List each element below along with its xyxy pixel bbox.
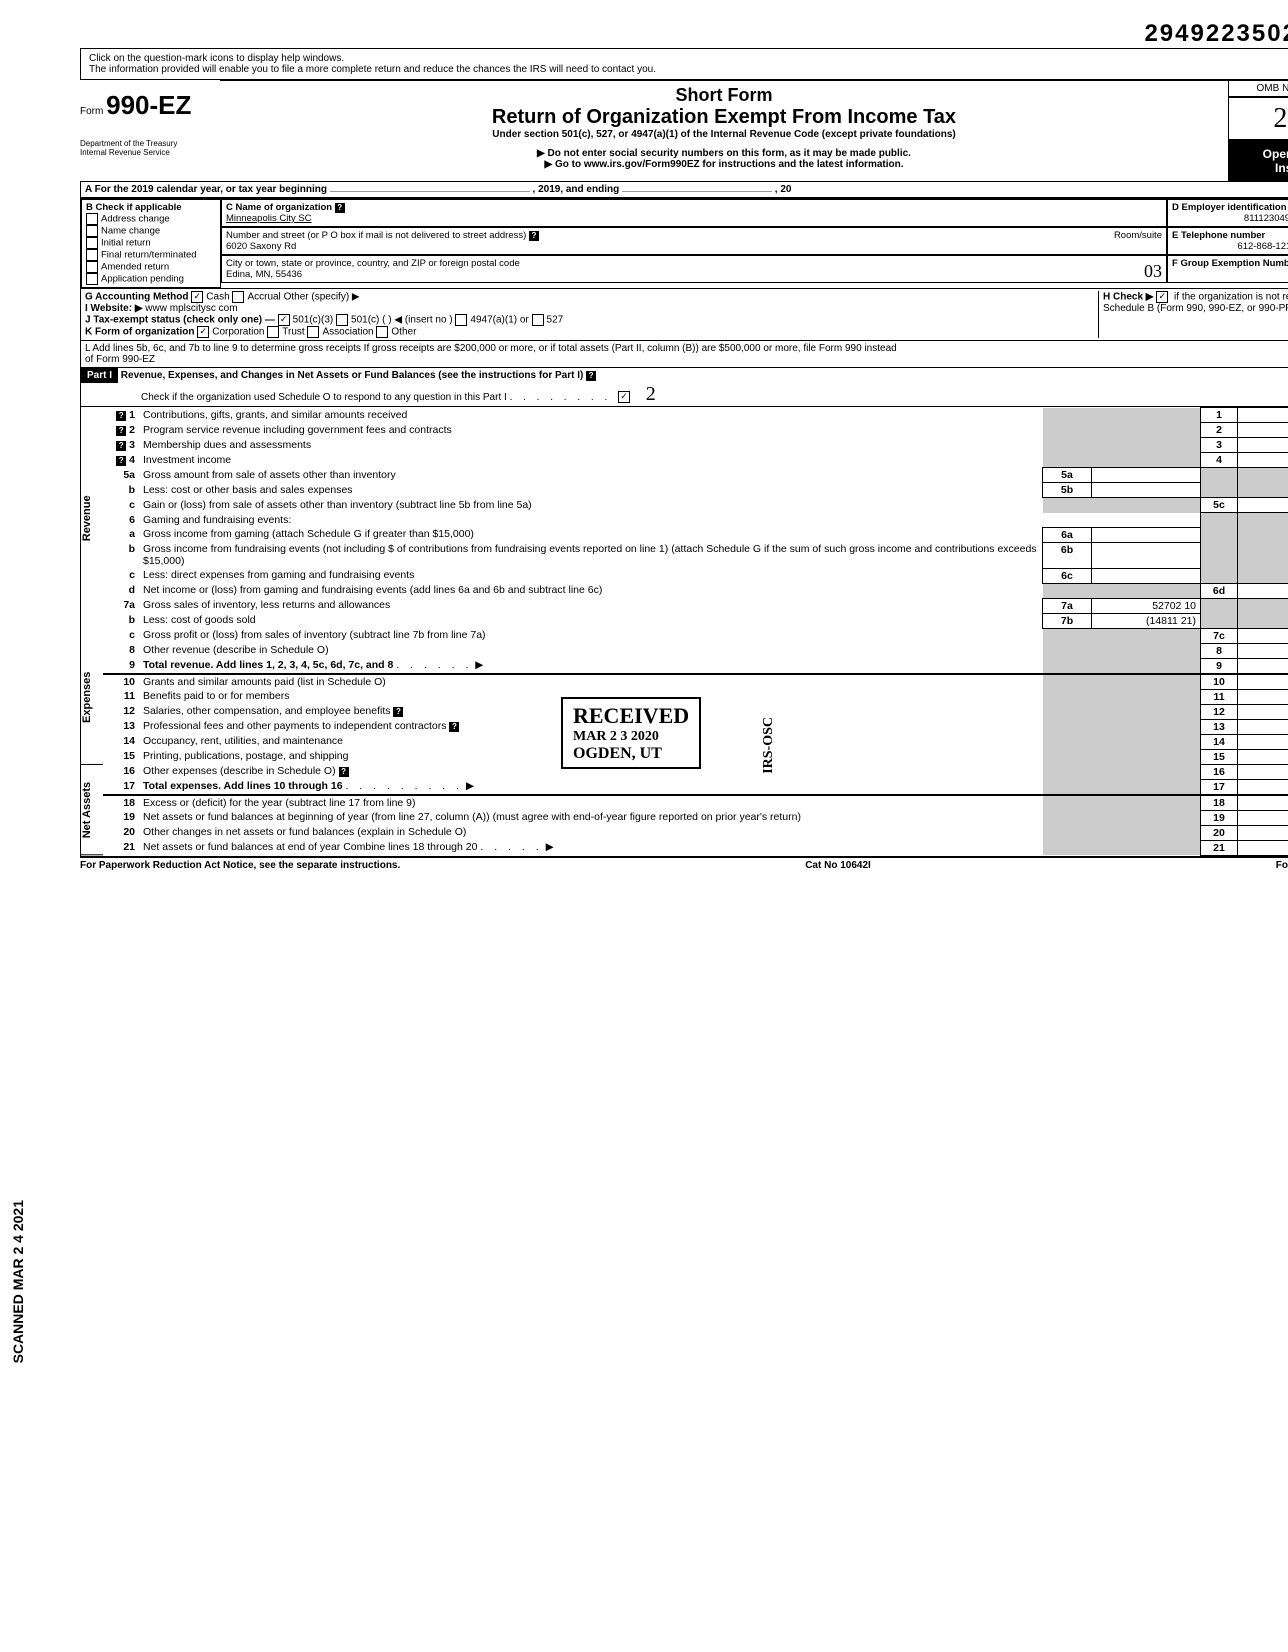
stamp-date: MAR 2 3 2020 <box>573 729 689 745</box>
help-icon[interactable]: ? <box>393 707 403 717</box>
chk-final-return[interactable] <box>86 249 98 261</box>
addr-value: 6020 Saxony Rd <box>226 241 296 252</box>
open-public-inspection: Open to Public Inspection <box>1228 140 1288 182</box>
expenses-label: Expenses <box>81 630 103 765</box>
city-value: Edina, MN, 55436 <box>226 269 302 280</box>
h-label: H Check ▶ <box>1103 292 1153 303</box>
header-info-grid: B Check if applicable Address change Nam… <box>80 198 1288 289</box>
footer-left: For Paperwork Reduction Act Notice, see … <box>80 860 400 871</box>
stamp-irs-osc: IRS-OSC <box>761 717 777 774</box>
ein-value: 811123049 <box>1172 213 1288 224</box>
return-title: Return of Organization Exempt From Incom… <box>224 106 1224 129</box>
instruction-band: Click on the question-mark icons to disp… <box>80 48 1288 80</box>
chk-cash[interactable]: ✓ <box>191 291 203 303</box>
chk-other[interactable] <box>376 326 388 338</box>
g-label: G Accounting Method <box>85 292 189 303</box>
line-a-end: , 20 <box>775 184 792 195</box>
line-a-mid: , 2019, and ending <box>533 184 620 195</box>
d-label: D Employer identification number <box>1172 202 1288 213</box>
dept-treasury: Department of the Treasury Internal Reve… <box>80 139 220 157</box>
e-label: E Telephone number <box>1172 230 1265 241</box>
k-label: K Form of organization <box>85 327 194 338</box>
l-text: L Add lines 5b, 6c, and 7b to line 9 to … <box>85 343 905 365</box>
short-form-title: Short Form <box>224 85 1224 106</box>
footer-right: Form 990-EZ (2019) <box>1276 860 1288 871</box>
chk-initial-return[interactable] <box>86 237 98 249</box>
line-a-label: A For the 2019 calendar year, or tax yea… <box>85 184 327 195</box>
stamp-received: RECEIVED <box>573 703 689 729</box>
tax-year: 2019 <box>1228 97 1288 140</box>
lines-table: ? 1Contributions, gifts, grants, and sim… <box>103 407 1288 856</box>
chk-application-pending[interactable] <box>86 273 98 285</box>
ssn-warning: ▶ Do not enter social security numbers o… <box>224 148 1224 159</box>
city-label: City or town, state or province, country… <box>226 258 520 269</box>
omb-number: OMB No 1545-0047 <box>1228 80 1288 97</box>
b-label: B Check if applicable <box>86 202 182 213</box>
help-icon[interactable]: ? <box>335 203 345 213</box>
help-icon[interactable]: ? <box>339 767 349 777</box>
j-label: J Tax-exempt status (check only one) — <box>85 315 275 326</box>
i-label: I Website: ▶ <box>85 303 143 314</box>
chk-name-change[interactable] <box>86 225 98 237</box>
handwritten-03: 03 <box>1144 261 1162 282</box>
scanned-stamp: SCANNED MAR 2 4 2021 <box>10 1200 26 1363</box>
website-value: www mplscitysc com <box>145 303 237 314</box>
part1-label: Part I <box>81 368 118 383</box>
chk-501c3[interactable]: ✓ <box>278 314 290 326</box>
chk-4947[interactable] <box>455 314 467 326</box>
room-label: Room/suite <box>1114 230 1162 241</box>
goto-link: ▶ Go to www.irs.gov/Form990EZ for instru… <box>224 159 1224 170</box>
chk-527[interactable] <box>532 314 544 326</box>
c-label: C Name of organization <box>226 202 332 213</box>
revenue-label: Revenue <box>81 407 103 630</box>
org-name: Minneapolis City SC <box>226 213 312 224</box>
handwritten-2: 2 <box>646 383 656 405</box>
chk-trust[interactable] <box>267 326 279 338</box>
help-icon[interactable]: ? <box>529 231 539 241</box>
form-prefix: Form <box>80 106 103 117</box>
under-section: Under section 501(c), 527, or 4947(a)(1)… <box>224 129 1224 140</box>
chk-schedule-o[interactable]: ✓ <box>618 391 630 403</box>
chk-501c[interactable] <box>336 314 348 326</box>
netassets-label: Net Assets <box>81 765 103 855</box>
phone-value: 612-868-1217 <box>1172 241 1288 252</box>
chk-schedule-b[interactable]: ✓ <box>1156 291 1168 303</box>
chk-accrual[interactable] <box>232 291 244 303</box>
chk-corp[interactable]: ✓ <box>197 326 209 338</box>
footer-catno: Cat No 10642I <box>805 860 871 871</box>
part1-title: Revenue, Expenses, and Changes in Net As… <box>121 370 584 381</box>
stamp-ogden: OGDEN, UT <box>573 745 689 763</box>
part1-sub: Check if the organization used Schedule … <box>81 392 507 403</box>
chk-amended-return[interactable] <box>86 261 98 273</box>
chk-address-change[interactable] <box>86 213 98 225</box>
addr-label: Number and street (or P O box if mail is… <box>226 230 526 241</box>
form-number: 990-EZ <box>106 90 191 120</box>
chk-assoc[interactable] <box>307 326 319 338</box>
help-icon[interactable]: ? <box>449 722 459 732</box>
help-icon[interactable]: ? <box>586 371 596 381</box>
header-tracking-number: 2949223502305 0 <box>80 20 1288 48</box>
f-label: F Group Exemption Number ▶ <box>1172 258 1288 269</box>
